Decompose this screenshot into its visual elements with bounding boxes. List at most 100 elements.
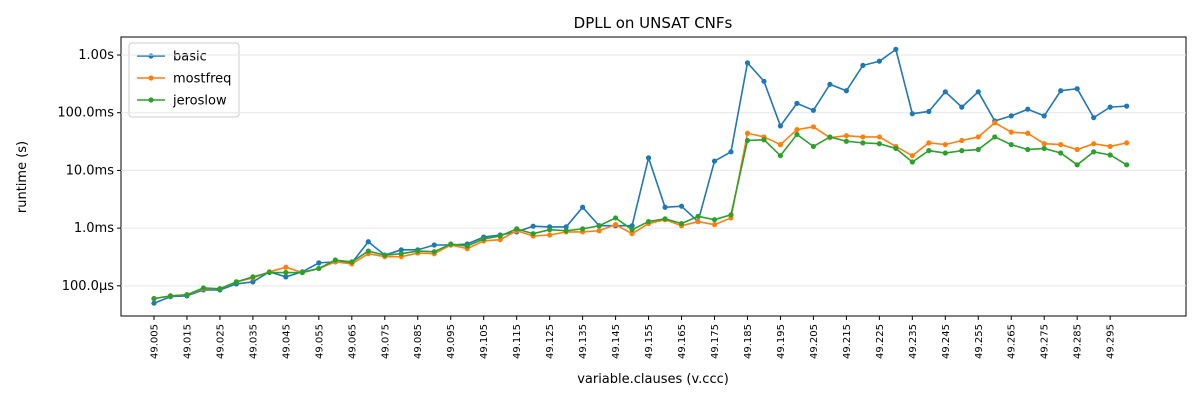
data-point bbox=[349, 259, 355, 265]
x-tick-label: 49.035 bbox=[248, 324, 259, 359]
x-tick-label: 49.245 bbox=[941, 324, 952, 359]
data-point bbox=[382, 252, 388, 258]
legend-label: jeroslow bbox=[172, 94, 227, 109]
data-point bbox=[1008, 113, 1014, 119]
data-point bbox=[678, 220, 685, 227]
legend-marker bbox=[148, 53, 154, 59]
data-point bbox=[1025, 106, 1031, 112]
series-line bbox=[153, 48, 1127, 304]
data-point bbox=[645, 155, 652, 161]
data-point bbox=[992, 120, 998, 126]
x-tick-label: 49.145 bbox=[611, 324, 622, 359]
chart-title: DPLL on UNSAT CNFs bbox=[574, 14, 733, 32]
x-tick-label: 49.165 bbox=[677, 324, 688, 359]
x-tick-label: 49.135 bbox=[578, 324, 589, 359]
plot-frame bbox=[120, 36, 1187, 317]
x-tick-label: 49.125 bbox=[545, 324, 556, 359]
data-point bbox=[711, 158, 718, 164]
data-point bbox=[580, 204, 586, 210]
data-point bbox=[1058, 88, 1064, 94]
x-tick-label: 49.225 bbox=[875, 324, 886, 359]
data-point bbox=[794, 100, 800, 106]
data-point bbox=[514, 226, 520, 232]
data-point bbox=[1008, 129, 1014, 135]
data-point bbox=[678, 203, 685, 209]
data-point bbox=[464, 243, 470, 249]
data-point bbox=[547, 232, 553, 238]
data-point bbox=[827, 81, 833, 87]
data-point bbox=[794, 126, 800, 133]
series-line bbox=[153, 133, 1128, 300]
data-point bbox=[431, 242, 437, 248]
x-tick-label: 49.115 bbox=[512, 324, 523, 359]
y-tick-label: 1.00s bbox=[78, 48, 114, 63]
data-point bbox=[1074, 86, 1080, 92]
data-point bbox=[530, 231, 536, 237]
data-point bbox=[761, 137, 767, 143]
data-point bbox=[843, 133, 849, 139]
data-point bbox=[283, 269, 289, 276]
x-tick-label: 49.005 bbox=[149, 324, 160, 359]
data-point bbox=[398, 251, 404, 257]
data-point bbox=[662, 204, 668, 210]
data-point bbox=[547, 227, 553, 233]
data-point bbox=[761, 78, 767, 84]
data-point bbox=[777, 123, 784, 129]
data-point bbox=[1091, 149, 1097, 155]
x-tick-label: 49.275 bbox=[1040, 324, 1051, 359]
x-tick-label: 49.175 bbox=[710, 324, 721, 359]
data-point bbox=[744, 137, 751, 144]
data-point bbox=[777, 153, 784, 159]
legend: basic mostfreq jeroslow bbox=[128, 42, 240, 118]
x-tick-label: 49.065 bbox=[347, 324, 358, 359]
data-point bbox=[810, 107, 817, 113]
data-point bbox=[1091, 115, 1097, 121]
data-point bbox=[332, 257, 338, 263]
data-point bbox=[563, 228, 569, 234]
data-point bbox=[167, 293, 174, 299]
data-point bbox=[151, 300, 157, 306]
data-point bbox=[662, 216, 668, 222]
data-point bbox=[876, 141, 882, 147]
data-point bbox=[827, 134, 833, 140]
data-point bbox=[860, 62, 866, 69]
y-axis-label: runtime (s) bbox=[15, 141, 30, 213]
data-point bbox=[909, 153, 915, 159]
x-tick-label: 49.045 bbox=[281, 324, 292, 359]
legend-label: mostfreq bbox=[173, 72, 231, 87]
data-point bbox=[1124, 140, 1130, 146]
data-point bbox=[299, 269, 305, 276]
data-point bbox=[728, 149, 734, 155]
data-point bbox=[612, 222, 619, 228]
x-tick-label: 49.015 bbox=[182, 324, 193, 359]
x-tick-label: 49.075 bbox=[380, 324, 391, 359]
data-point bbox=[728, 212, 734, 218]
x-tick-label: 49.095 bbox=[446, 324, 457, 359]
data-point bbox=[1058, 150, 1064, 156]
data-point bbox=[398, 247, 404, 253]
data-point bbox=[365, 248, 371, 254]
x-tick-label: 49.295 bbox=[1106, 324, 1117, 359]
data-point bbox=[744, 130, 751, 136]
x-tick-label: 49.185 bbox=[743, 324, 754, 359]
x-tick-label: 49.025 bbox=[215, 324, 226, 359]
data-point bbox=[876, 134, 882, 140]
data-point bbox=[1025, 130, 1031, 136]
x-tick-label: 49.085 bbox=[413, 324, 424, 359]
data-point bbox=[843, 138, 849, 144]
legend-marker bbox=[148, 97, 154, 103]
data-point bbox=[283, 274, 289, 280]
data-point bbox=[184, 292, 190, 298]
data-point bbox=[316, 260, 322, 266]
data-point bbox=[1025, 146, 1031, 153]
data-point bbox=[992, 134, 998, 140]
data-point bbox=[316, 265, 322, 272]
data-point bbox=[711, 222, 718, 228]
data-point bbox=[250, 279, 256, 285]
data-point bbox=[975, 134, 981, 140]
data-point bbox=[909, 159, 915, 165]
data-point bbox=[942, 150, 948, 156]
data-point bbox=[843, 88, 849, 94]
data-point bbox=[629, 223, 635, 229]
x-tick-label: 49.105 bbox=[479, 324, 490, 359]
